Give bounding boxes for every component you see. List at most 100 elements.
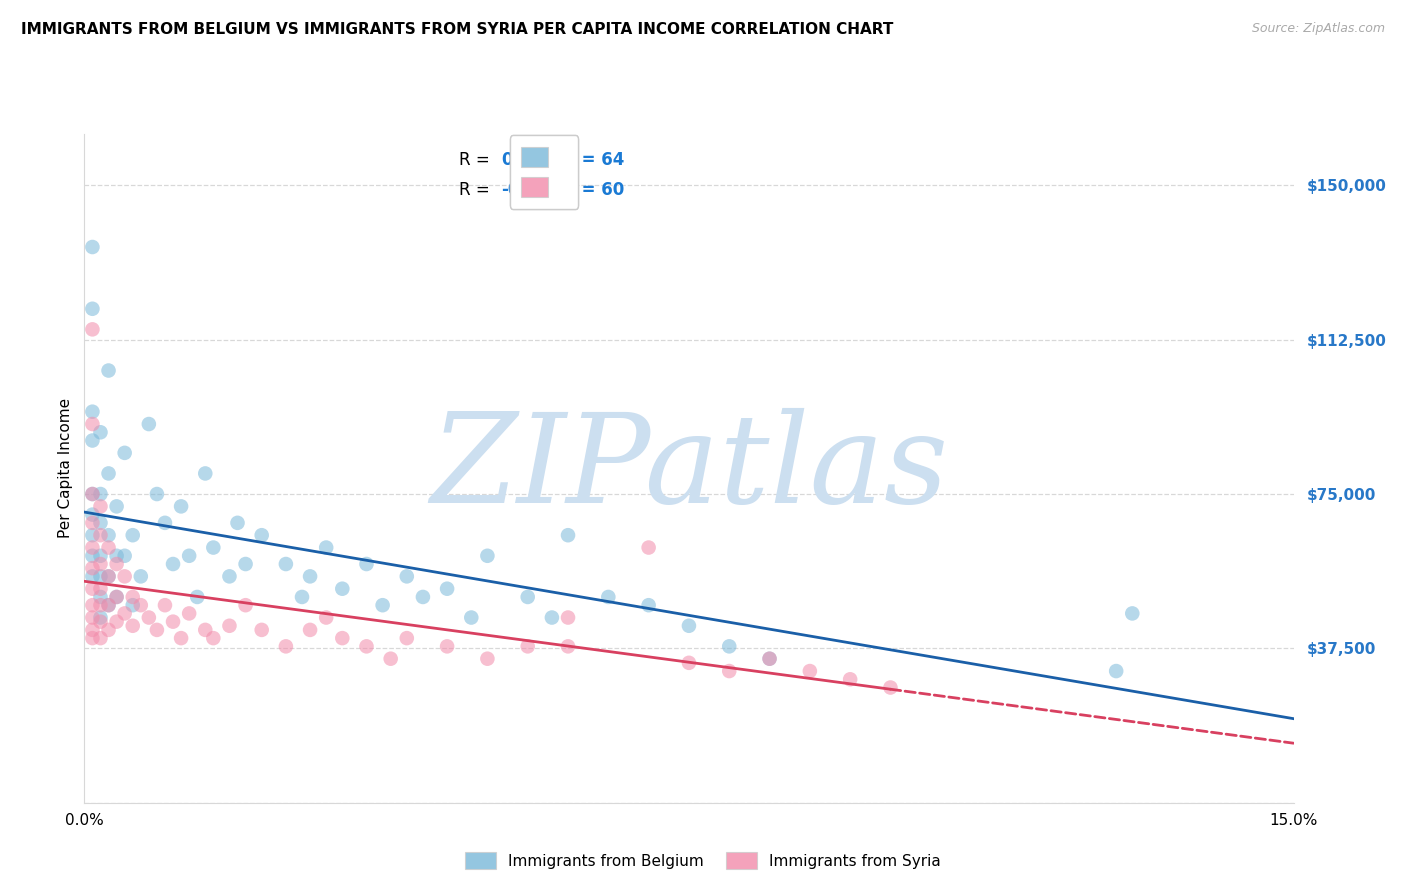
- Point: [235, 557, 257, 571]
- Point: [395, 631, 418, 645]
- Point: [371, 598, 394, 612]
- Point: [557, 610, 579, 624]
- Point: [82, 610, 104, 624]
- Point: [678, 656, 700, 670]
- Point: [299, 569, 322, 583]
- Point: [82, 301, 104, 316]
- Text: -0.200: -0.200: [502, 180, 561, 199]
- Point: [89, 487, 111, 501]
- Point: [436, 582, 458, 596]
- Point: [82, 405, 104, 419]
- Point: [179, 549, 201, 563]
- Point: [89, 549, 111, 563]
- Point: [129, 569, 152, 583]
- Text: N = 60: N = 60: [562, 180, 624, 199]
- Legend: Immigrants from Belgium, Immigrants from Syria: Immigrants from Belgium, Immigrants from…: [458, 846, 948, 875]
- Point: [299, 623, 322, 637]
- Point: [274, 640, 297, 654]
- Point: [194, 467, 217, 481]
- Point: [162, 615, 184, 629]
- Point: [82, 487, 104, 501]
- Point: [97, 363, 120, 377]
- Point: [82, 528, 104, 542]
- Point: [1105, 664, 1128, 678]
- Y-axis label: Per Capita Income: Per Capita Income: [58, 398, 73, 539]
- Point: [97, 569, 120, 583]
- Point: [89, 425, 111, 440]
- Point: [89, 598, 111, 612]
- Point: [97, 623, 120, 637]
- Point: [477, 549, 499, 563]
- Point: [170, 631, 193, 645]
- Point: [218, 569, 240, 583]
- Point: [186, 590, 208, 604]
- Point: [598, 590, 620, 604]
- Point: [516, 590, 538, 604]
- Point: [202, 541, 225, 555]
- Point: [82, 569, 104, 583]
- Point: [89, 610, 111, 624]
- Point: [170, 500, 193, 514]
- Point: [89, 582, 111, 596]
- Point: [235, 598, 257, 612]
- Point: [82, 508, 104, 522]
- Point: [105, 590, 128, 604]
- Point: [105, 500, 128, 514]
- Point: [718, 664, 741, 678]
- Point: [250, 623, 273, 637]
- Text: IMMIGRANTS FROM BELGIUM VS IMMIGRANTS FROM SYRIA PER CAPITA INCOME CORRELATION C: IMMIGRANTS FROM BELGIUM VS IMMIGRANTS FR…: [21, 22, 893, 37]
- Point: [114, 549, 136, 563]
- Point: [121, 590, 143, 604]
- Point: [82, 598, 104, 612]
- Point: [82, 623, 104, 637]
- Text: ZIPatlas: ZIPatlas: [430, 408, 948, 529]
- Point: [97, 528, 120, 542]
- Point: [114, 569, 136, 583]
- Point: [380, 651, 402, 665]
- Point: [97, 598, 120, 612]
- Point: [97, 541, 120, 555]
- Point: [121, 528, 143, 542]
- Point: [146, 487, 169, 501]
- Point: [89, 557, 111, 571]
- Point: [839, 673, 862, 687]
- Point: [82, 549, 104, 563]
- Point: [356, 557, 378, 571]
- Point: [153, 516, 176, 530]
- Point: [436, 640, 458, 654]
- Point: [105, 615, 128, 629]
- Point: [330, 582, 353, 596]
- Point: [557, 528, 579, 542]
- Point: [97, 467, 120, 481]
- Point: [162, 557, 184, 571]
- Point: [718, 640, 741, 654]
- Point: [291, 590, 314, 604]
- Point: [114, 607, 136, 621]
- Point: [315, 541, 337, 555]
- Point: [82, 516, 104, 530]
- Point: [153, 598, 176, 612]
- Point: [637, 598, 659, 612]
- Point: [82, 582, 104, 596]
- Point: [146, 623, 169, 637]
- Point: [82, 434, 104, 448]
- Point: [105, 549, 128, 563]
- Point: [395, 569, 418, 583]
- Point: [356, 640, 378, 654]
- Point: [89, 516, 111, 530]
- Point: [82, 631, 104, 645]
- Point: [105, 557, 128, 571]
- Point: [121, 598, 143, 612]
- Point: [179, 607, 201, 621]
- Point: [97, 569, 120, 583]
- Point: [218, 619, 240, 633]
- Point: [879, 681, 901, 695]
- Point: [89, 500, 111, 514]
- Point: [82, 487, 104, 501]
- Point: [194, 623, 217, 637]
- Point: [274, 557, 297, 571]
- Point: [114, 446, 136, 460]
- Text: R =: R =: [460, 151, 489, 169]
- Point: [89, 528, 111, 542]
- Point: [89, 631, 111, 645]
